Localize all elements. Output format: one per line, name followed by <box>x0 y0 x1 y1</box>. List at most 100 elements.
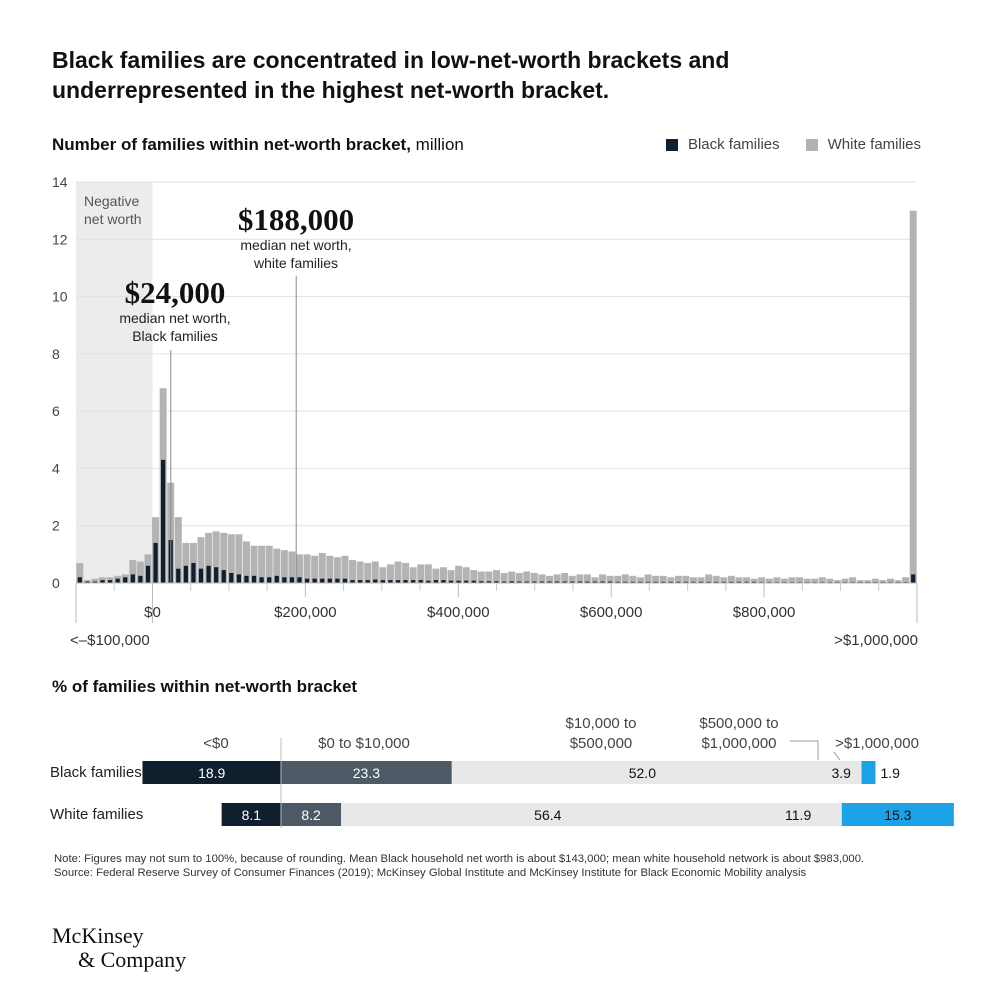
legend-swatch-black <box>665 138 678 151</box>
white-families-bar <box>796 577 804 583</box>
white-families-bar <box>894 580 902 583</box>
black-families-bar <box>388 580 393 583</box>
segment-value-label: 56.4 <box>534 807 561 823</box>
stacked-segment <box>841 803 954 826</box>
black-families-bar <box>714 581 719 583</box>
white-families-bar <box>530 572 538 583</box>
white-families-bar <box>288 551 296 583</box>
white-families-bar <box>197 537 205 583</box>
stacked-bar-heading: % of families within net-worth bracket <box>52 677 358 696</box>
x-tick-label: $200,000 <box>274 604 337 621</box>
y-tick-label: 4 <box>52 460 60 476</box>
stack-header-label: $10,000 to <box>566 715 637 732</box>
median-white-text1: median net worth, <box>240 237 351 253</box>
white-families-bar <box>379 567 387 583</box>
white-families-bar <box>743 577 751 583</box>
white-families-bar <box>735 577 743 583</box>
black-families-bar <box>289 577 295 583</box>
white-families-bar <box>697 577 705 583</box>
x-tick-label: $0 <box>144 604 161 621</box>
black-families-bar <box>221 570 226 583</box>
black-families-bar <box>259 577 264 583</box>
white-families-bar <box>212 531 220 583</box>
white-families-bar <box>227 534 235 583</box>
white-families-bar <box>174 517 182 583</box>
black-families-bar <box>297 577 302 583</box>
source-text: Source: Federal Reserve Survey of Consum… <box>54 867 807 879</box>
stacked-segment <box>142 761 281 784</box>
black-families-bar <box>661 581 666 583</box>
black-families-bar <box>577 581 582 583</box>
note-text: Note: Figures may not sum to 100%, becau… <box>54 853 865 865</box>
black-families-bar <box>676 581 681 583</box>
black-families-bar <box>274 575 279 583</box>
white-families-bar <box>856 580 864 583</box>
histogram-chart: Negative net worth 0 2 4 6 8 10 12 14 <–$100,000 $0… <box>52 174 918 649</box>
white-families-bar <box>333 557 341 583</box>
black-families-bar <box>433 580 439 583</box>
white-families-bar <box>455 565 463 583</box>
black-families-bar <box>92 581 98 583</box>
white-families-bar <box>409 567 417 583</box>
white-families-bar <box>311 555 319 583</box>
stack-header-label: $0 to $10,000 <box>318 735 410 752</box>
stack-header-label: $1,000,000 <box>701 735 776 752</box>
black-families-bar <box>418 580 423 583</box>
legend-label-white: White families <box>827 136 921 153</box>
histogram-heading-bold: Number of families within net-worth brac… <box>52 135 411 154</box>
x-tick-label: <–$100,000 <box>70 632 150 649</box>
segment-value-label: 3.9 <box>832 765 852 781</box>
black-families-bar <box>327 578 332 583</box>
x-tick-label: $600,000 <box>580 604 643 621</box>
black-families-bar <box>570 581 575 583</box>
stacked-segment <box>754 803 842 826</box>
segment-value-label: 15.3 <box>884 807 911 823</box>
y-tick-label: 14 <box>52 174 68 190</box>
white-families-bar <box>818 577 826 583</box>
y-tick-label: 10 <box>52 289 68 305</box>
white-families-bar <box>485 571 493 583</box>
stacked-segment <box>451 761 833 784</box>
histogram-heading-unit: million <box>415 135 464 154</box>
stacked-bar-chart: Black families 18.9 23.3 52.0 3.9 1.9 White fa… <box>50 715 954 828</box>
white-families-bar <box>841 578 849 583</box>
black-families-bar <box>161 459 166 583</box>
black-families-bar <box>471 580 476 583</box>
white-families-bar <box>326 555 334 583</box>
median-black-value: $24,000 <box>125 275 226 310</box>
black-families-bar <box>395 580 401 583</box>
white-families-bar <box>523 571 531 583</box>
white-families-bar <box>462 567 470 583</box>
legend-label-black: Black families <box>687 136 780 153</box>
black-families-bar <box>85 581 90 583</box>
black-families-bar <box>77 577 82 583</box>
white-families-bar <box>508 571 516 583</box>
black-families-bar <box>751 581 757 583</box>
white-families-bar <box>758 577 766 583</box>
black-families-bar <box>623 581 628 583</box>
black-families-bar <box>198 568 204 583</box>
white-families-bar <box>826 578 834 583</box>
white-families-bar <box>583 574 591 583</box>
white-families-bar <box>280 550 288 583</box>
x-tick-label: $400,000 <box>427 604 490 621</box>
black-families-bar <box>100 580 105 583</box>
black-families-bar <box>729 581 734 583</box>
white-families-bar <box>371 561 379 583</box>
white-families-bar <box>470 570 478 583</box>
y-tick-label: 2 <box>52 518 60 534</box>
white-families-bar <box>682 575 690 583</box>
connector-500k <box>790 740 819 760</box>
black-families-bar <box>251 575 257 583</box>
white-families-bar <box>712 575 720 583</box>
white-families-bar <box>727 575 735 583</box>
white-families-bar <box>477 571 485 583</box>
white-families-bar <box>606 575 614 583</box>
black-families-bar <box>600 581 605 583</box>
black-families-bar <box>456 580 461 583</box>
white-families-bar <box>773 577 781 583</box>
white-families-bar <box>788 577 796 583</box>
black-families-bar <box>562 581 567 583</box>
connector-1m <box>833 751 841 761</box>
black-families-bar <box>312 578 317 583</box>
